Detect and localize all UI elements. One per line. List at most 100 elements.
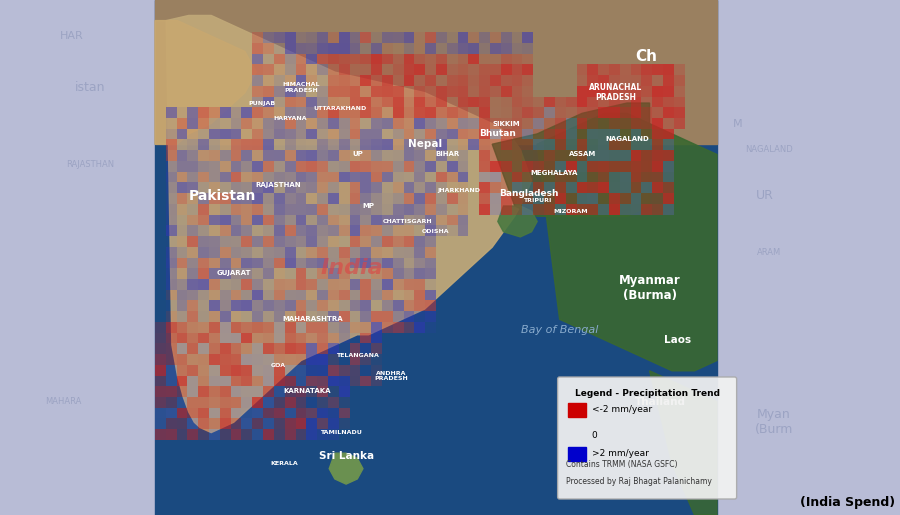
Bar bbox=[295, 397, 306, 408]
Bar bbox=[317, 140, 328, 150]
Bar bbox=[166, 408, 176, 418]
Bar bbox=[392, 150, 403, 161]
Bar bbox=[230, 344, 241, 354]
Bar bbox=[328, 418, 338, 429]
Bar bbox=[598, 97, 609, 107]
Bar bbox=[588, 75, 598, 86]
Bar bbox=[328, 43, 338, 54]
Bar bbox=[230, 429, 241, 440]
Bar bbox=[566, 161, 577, 171]
Bar bbox=[349, 86, 360, 97]
Bar bbox=[220, 354, 230, 365]
Bar bbox=[588, 161, 598, 171]
Bar bbox=[534, 150, 544, 161]
Bar bbox=[674, 118, 685, 129]
Bar bbox=[588, 193, 598, 204]
Bar bbox=[403, 97, 414, 107]
Bar bbox=[360, 129, 371, 140]
Bar bbox=[295, 204, 306, 215]
Bar bbox=[544, 97, 555, 107]
Bar bbox=[295, 375, 306, 386]
Bar bbox=[306, 344, 317, 354]
Bar bbox=[338, 408, 349, 418]
Bar bbox=[436, 182, 446, 193]
Bar bbox=[631, 86, 642, 97]
Bar bbox=[209, 418, 220, 429]
Bar bbox=[241, 365, 252, 375]
Bar bbox=[317, 182, 328, 193]
Bar bbox=[263, 226, 274, 236]
Bar bbox=[500, 54, 512, 64]
Text: ODISHA: ODISHA bbox=[422, 229, 450, 234]
Bar bbox=[566, 171, 577, 182]
Bar bbox=[403, 129, 414, 140]
Bar bbox=[274, 322, 284, 333]
Bar bbox=[382, 182, 392, 193]
Bar bbox=[425, 150, 436, 161]
Bar bbox=[338, 226, 349, 236]
Bar bbox=[392, 43, 403, 54]
Text: TAMILNADU: TAMILNADU bbox=[320, 430, 362, 435]
Text: Sri Lanka: Sri Lanka bbox=[319, 451, 373, 461]
Bar bbox=[577, 193, 588, 204]
Bar bbox=[166, 129, 176, 140]
Bar bbox=[198, 429, 209, 440]
Bar bbox=[187, 429, 198, 440]
Bar bbox=[209, 300, 220, 311]
Bar bbox=[534, 107, 544, 118]
Bar bbox=[176, 418, 187, 429]
Bar bbox=[642, 161, 652, 171]
Bar bbox=[295, 118, 306, 129]
Bar bbox=[598, 75, 609, 86]
Bar bbox=[284, 75, 295, 86]
Bar bbox=[274, 129, 284, 140]
Bar bbox=[512, 150, 523, 161]
Bar bbox=[534, 182, 544, 193]
Bar bbox=[371, 140, 382, 150]
Bar bbox=[620, 171, 631, 182]
Bar bbox=[230, 107, 241, 118]
Bar bbox=[457, 64, 468, 75]
Bar bbox=[436, 64, 446, 75]
Bar bbox=[241, 193, 252, 204]
Bar bbox=[392, 97, 403, 107]
Bar bbox=[568, 447, 586, 461]
Bar bbox=[620, 182, 631, 193]
Bar bbox=[457, 140, 468, 150]
Bar bbox=[457, 75, 468, 86]
Bar bbox=[155, 333, 166, 344]
Bar bbox=[577, 64, 588, 75]
Bar bbox=[392, 86, 403, 97]
Bar bbox=[252, 300, 263, 311]
Bar bbox=[230, 333, 241, 344]
Bar bbox=[328, 386, 338, 397]
Bar bbox=[360, 171, 371, 182]
Bar bbox=[500, 97, 512, 107]
Bar bbox=[155, 375, 166, 386]
Bar bbox=[230, 193, 241, 204]
Bar bbox=[252, 97, 263, 107]
Bar bbox=[500, 129, 512, 140]
Bar bbox=[198, 418, 209, 429]
Bar bbox=[425, 161, 436, 171]
Bar bbox=[284, 279, 295, 289]
Bar bbox=[588, 182, 598, 193]
Bar bbox=[252, 54, 263, 64]
Bar bbox=[252, 365, 263, 375]
Bar bbox=[187, 397, 198, 408]
Bar bbox=[295, 107, 306, 118]
Bar bbox=[284, 408, 295, 418]
Text: ARAM: ARAM bbox=[758, 248, 781, 257]
Bar bbox=[382, 247, 392, 258]
Bar bbox=[652, 150, 663, 161]
Bar bbox=[392, 193, 403, 204]
Bar bbox=[555, 204, 566, 215]
Bar bbox=[284, 32, 295, 43]
Bar bbox=[479, 150, 490, 161]
Text: HARYANA: HARYANA bbox=[273, 116, 307, 121]
Bar bbox=[620, 161, 631, 171]
Bar bbox=[198, 204, 209, 215]
Bar bbox=[371, 204, 382, 215]
Bar bbox=[198, 247, 209, 258]
Bar bbox=[198, 322, 209, 333]
